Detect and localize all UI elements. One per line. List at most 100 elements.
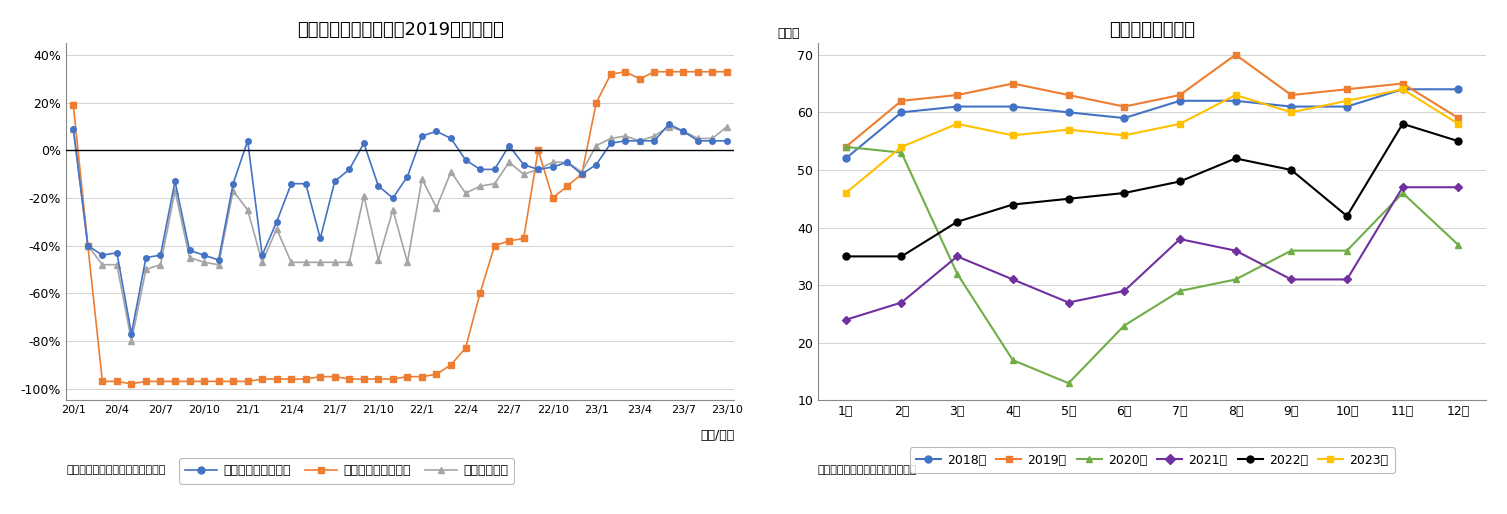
Line: 2021年: 2021年	[842, 185, 1462, 323]
外国人延べ宿泊者数	[194, 378, 212, 384]
Line: 2018年: 2018年	[842, 86, 1462, 162]
延べ宿泊者数	[65, 126, 83, 132]
2019年	[948, 92, 966, 98]
2020年	[1115, 322, 1133, 328]
2018年	[1059, 109, 1078, 116]
外国人延べ宿泊者数	[297, 376, 315, 382]
外国人延べ宿泊者数	[354, 376, 372, 382]
延べ宿泊者数	[457, 190, 475, 196]
延べ宿泊者数	[544, 159, 562, 166]
2020年	[836, 144, 854, 150]
外国人延べ宿泊者数	[268, 376, 286, 382]
外国人延べ宿泊者数	[573, 171, 591, 177]
日本人延べ宿泊者数	[472, 167, 490, 173]
2022年	[1450, 138, 1468, 144]
2023年	[892, 144, 910, 150]
外国人延べ宿泊者数	[485, 243, 503, 249]
日本人延べ宿泊者数	[65, 126, 83, 132]
延べ宿泊者数	[558, 159, 576, 166]
外国人延べ宿泊者数	[558, 183, 576, 189]
2018年	[948, 103, 966, 109]
延べ宿泊者数	[181, 254, 199, 261]
Line: 2023年: 2023年	[842, 86, 1462, 196]
日本人延べ宿泊者数	[137, 254, 155, 261]
延べ宿泊者数	[312, 259, 330, 265]
日本人延べ宿泊者数	[78, 243, 96, 249]
延べ宿泊者数	[442, 169, 460, 175]
延べ宿泊者数	[689, 135, 707, 141]
2021年	[1227, 248, 1245, 254]
2023年	[1282, 109, 1301, 116]
日本人延べ宿泊者数	[544, 164, 562, 170]
延べ宿泊者数	[428, 205, 446, 211]
2020年	[1004, 357, 1022, 363]
Line: 2019年: 2019年	[842, 51, 1462, 151]
延べ宿泊者数	[109, 262, 127, 268]
日本人延べ宿泊者数	[601, 140, 619, 146]
延べ宿泊者数	[78, 243, 96, 249]
延べ宿泊者数	[151, 262, 169, 268]
外国人延べ宿泊者数	[282, 376, 300, 382]
日本人延べ宿泊者数	[500, 142, 518, 149]
日本人延べ宿泊者数	[122, 331, 140, 337]
延べ宿泊者数	[675, 128, 693, 134]
延べ宿泊者数	[225, 188, 243, 194]
2020年	[1338, 248, 1356, 254]
日本人延べ宿泊者数	[717, 138, 735, 144]
2020年	[948, 270, 966, 277]
2023年	[948, 121, 966, 127]
外国人延べ宿泊者数	[457, 345, 475, 351]
日本人延べ宿泊者数	[253, 252, 271, 258]
外国人延べ宿泊者数	[601, 71, 619, 77]
外国人延べ宿泊者数	[65, 102, 83, 108]
日本人延べ宿泊者数	[689, 138, 707, 144]
外国人延べ宿泊者数	[514, 235, 532, 242]
日本人延べ宿泊者数	[485, 167, 503, 173]
Text: （％）: （％）	[778, 27, 800, 40]
日本人延べ宿泊者数	[282, 180, 300, 187]
延べ宿泊者数	[573, 169, 591, 175]
外国人延べ宿泊者数	[428, 371, 446, 377]
2023年	[1004, 132, 1022, 138]
外国人延べ宿泊者数	[225, 378, 243, 384]
延べ宿泊者数	[413, 176, 431, 182]
2022年	[892, 253, 910, 260]
2022年	[1171, 178, 1189, 185]
日本人延べ宿泊者数	[369, 183, 387, 189]
日本人延べ宿泊者数	[514, 161, 532, 168]
延べ宿泊者数	[660, 123, 678, 130]
外国人延べ宿泊者数	[78, 243, 96, 249]
延べ宿泊者数	[704, 135, 722, 141]
外国人延べ宿泊者数	[413, 374, 431, 380]
Text: （年/月）: （年/月）	[701, 429, 734, 442]
延べ宿泊者数	[384, 207, 402, 213]
2019年	[1059, 92, 1078, 98]
延べ宿泊者数	[209, 262, 228, 268]
外国人延べ宿泊者数	[616, 69, 634, 75]
延べ宿泊者数	[137, 266, 155, 272]
Line: 延べ宿泊者数: 延べ宿泊者数	[71, 124, 729, 344]
外国人延べ宿泊者数	[93, 378, 112, 384]
日本人延べ宿泊者数	[645, 138, 663, 144]
2022年	[1394, 121, 1412, 127]
日本人延べ宿泊者数	[660, 121, 678, 127]
延べ宿泊者数	[500, 159, 518, 166]
Line: 2022年: 2022年	[842, 120, 1462, 260]
外国人延べ宿泊者数	[137, 378, 155, 384]
外国人延べ宿泊者数	[209, 378, 228, 384]
延べ宿泊者数	[529, 167, 547, 173]
外国人延べ宿泊者数	[660, 69, 678, 75]
Title: 客室稼働率の推移: 客室稼働率の推移	[1109, 21, 1195, 39]
Text: （資料）観光庁「宿泊旅行統計」: （資料）観光庁「宿泊旅行統計」	[818, 465, 918, 475]
2020年	[1059, 380, 1078, 386]
延べ宿泊者数	[398, 259, 416, 265]
外国人延べ宿泊者数	[704, 69, 722, 75]
外国人延べ宿泊者数	[472, 290, 490, 297]
2018年	[1394, 86, 1412, 93]
2022年	[1282, 167, 1301, 173]
日本人延べ宿泊者数	[354, 140, 372, 146]
2020年	[1171, 288, 1189, 294]
2022年	[1004, 201, 1022, 208]
2021年	[836, 317, 854, 323]
延べ宿泊者数	[238, 207, 256, 213]
